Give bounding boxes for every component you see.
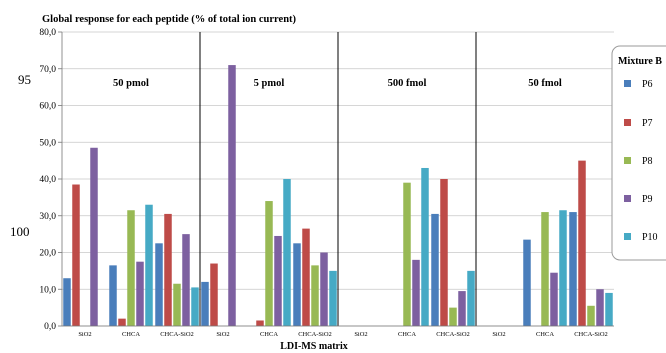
bar-p6	[155, 243, 163, 326]
bar-p9	[136, 261, 144, 326]
bar-p9	[274, 235, 282, 326]
x-tick-label: CHCA-SiO2	[298, 331, 332, 338]
bar-p10	[191, 287, 199, 326]
y-axis: 0,0 10,0 20,0 30,0 40,0 50,0 60,0 70,0 80,0	[39, 28, 63, 332]
bars	[63, 65, 613, 326]
bar-p10	[329, 270, 337, 326]
x-tick-label: SiO2	[492, 331, 505, 338]
bar-p6	[569, 212, 577, 326]
bar-p8	[587, 305, 595, 326]
side-labels: 95 100	[10, 72, 31, 239]
bar-p8	[173, 283, 181, 326]
x-tick-label: CHCA-SiO2	[574, 331, 608, 338]
legend-swatch-p6	[624, 80, 631, 87]
legend-label-p9: P9	[642, 194, 653, 205]
bar-p6	[201, 281, 209, 326]
bar-p8	[541, 212, 549, 326]
panel-label: 50 pmol	[113, 78, 149, 89]
bar-p6	[63, 278, 71, 326]
legend-label-p7: P7	[642, 118, 653, 129]
chart-title-group: Global response for each peptide (% of t…	[42, 14, 297, 25]
x-tick-label: SiO2	[354, 331, 367, 338]
bar-p9	[320, 252, 328, 326]
bar-p7	[210, 263, 218, 326]
legend-swatch-p10	[624, 233, 631, 240]
y-tick-label: 0,0	[44, 322, 56, 332]
x-axis: SiO2 CHCA CHCA-SiO2 SiO2 CHCA CHCA-SiO2 SiO2 CH…	[62, 325, 614, 338]
legend-swatch-p7	[624, 119, 631, 126]
bar-p10	[467, 270, 475, 326]
panel-labels: 50 pmol 5 pmol 500 fmol 50 fmol	[113, 78, 562, 89]
bar-p10	[559, 210, 567, 326]
legend: Mixture B P6 P7 P8 P9 P10	[611, 45, 666, 261]
legend-label-p10: P10	[642, 232, 658, 243]
bar-p7	[302, 228, 310, 326]
legend-label-p8: P8	[642, 156, 653, 167]
bar-p7	[256, 320, 264, 326]
bar-p6	[293, 243, 301, 326]
bar-p8	[311, 265, 319, 326]
bar-p8	[449, 307, 457, 326]
bar-p6	[109, 265, 117, 326]
bar-p9	[596, 289, 604, 326]
y-tick-label: 50,0	[39, 138, 56, 148]
bar-p9	[90, 147, 98, 326]
x-tick-label: CHCA	[536, 331, 554, 338]
bar-p10	[283, 179, 291, 326]
y-tick-label: 40,0	[39, 175, 56, 185]
legend-label-p6: P6	[642, 79, 653, 90]
bar-p7	[118, 318, 126, 326]
y-tick-label: 60,0	[39, 102, 56, 112]
x-tick-label: SiO2	[216, 331, 229, 338]
x-axis-title-group: LDI-MS matrix	[280, 341, 348, 352]
bar-p7	[578, 160, 586, 326]
x-tick-label: CHCA-SiO2	[436, 331, 470, 338]
bar-p10	[421, 167, 429, 326]
legend-swatch-p8	[624, 157, 631, 164]
panel-separators	[199, 32, 477, 326]
x-tick-label: CHCA	[260, 331, 278, 338]
bar-p9	[228, 65, 236, 326]
side-label-95: 95	[18, 72, 31, 87]
legend-title: Mixture B	[618, 56, 662, 67]
bar-p8	[265, 201, 273, 326]
x-tick-label: CHCA-SiO2	[160, 331, 194, 338]
x-tick-label: CHCA	[398, 331, 416, 338]
legend-swatch-p9	[624, 195, 631, 202]
bar-p7	[72, 184, 80, 326]
bar-p9	[182, 234, 190, 326]
bar-p9	[458, 291, 466, 326]
bar-p7	[440, 179, 448, 326]
side-label-100: 100	[10, 224, 30, 239]
bar-p8	[403, 182, 411, 326]
bar-p7	[164, 213, 172, 326]
bar-p9	[550, 272, 558, 326]
bar-p6	[431, 213, 439, 326]
bar-p8	[127, 210, 135, 326]
panel-label: 500 fmol	[388, 78, 427, 89]
y-tick-label: 30,0	[39, 212, 56, 222]
y-tick-label: 10,0	[39, 285, 56, 295]
y-tick-label: 20,0	[39, 249, 56, 259]
bar-p9	[412, 259, 420, 326]
panel-label: 50 fmol	[528, 78, 562, 89]
y-tick-label: 80,0	[39, 28, 56, 38]
bar-p6	[523, 239, 531, 326]
x-axis-title: LDI-MS matrix	[280, 341, 348, 352]
y-tick-label: 70,0	[39, 65, 56, 75]
bar-p10	[145, 204, 153, 326]
chart-title: Global response for each peptide (% of t…	[42, 14, 297, 25]
x-tick-label: CHCA	[122, 331, 140, 338]
x-tick-label: SiO2	[78, 331, 91, 338]
legend-box	[611, 45, 666, 261]
panel-label: 5 pmol	[254, 78, 285, 89]
bar-p10	[605, 292, 613, 326]
